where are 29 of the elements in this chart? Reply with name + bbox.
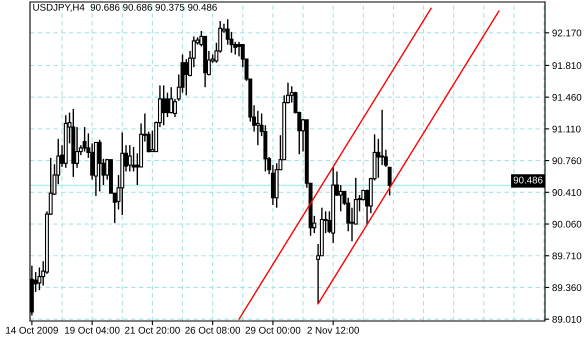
ref-line-label: 90.486 — [514, 176, 543, 184]
x-tick-label: 19 Oct 04:00 — [65, 326, 120, 334]
y-tick-label: 91.810 — [552, 62, 582, 70]
candlestick — [128, 144, 132, 172]
x-tick-label: 29 Oct 00:00 — [246, 326, 300, 334]
candlestick — [75, 126, 80, 169]
y-tick-label: 89.360 — [552, 284, 582, 292]
x-tick-label: 2 Nov 12:00 — [307, 326, 359, 334]
y-tick-label: 92.170 — [552, 30, 582, 36]
chart-title: USDJPY,H4 90.686 90.686 90.375 90.486 — [33, 4, 217, 12]
candlestick — [162, 84, 166, 126]
candlestick — [256, 110, 260, 146]
candlestick — [184, 58, 188, 96]
candlestick — [380, 109, 384, 166]
x-tick-label: 26 Oct 08:00 — [185, 326, 240, 334]
candlestick — [132, 146, 136, 172]
x-tick-label: 14 Oct 2009 — [6, 326, 58, 334]
candlestick — [165, 92, 170, 118]
candlestick — [98, 139, 102, 192]
x-tick-label: 21 Oct 20:00 — [125, 326, 180, 334]
y-tick-label: 90.760 — [552, 157, 582, 164]
y-tick-label: 91.110 — [552, 126, 581, 132]
candlestick — [338, 184, 343, 212]
candlestick — [237, 41, 241, 58]
y-tick-label: 91.460 — [552, 94, 582, 101]
y-tick-label: 90.060 — [552, 220, 582, 228]
y-tick-label: 89.710 — [552, 252, 582, 260]
y-tick-label: 89.010 — [552, 316, 582, 323]
y-tick-label: 90.410 — [552, 189, 582, 196]
